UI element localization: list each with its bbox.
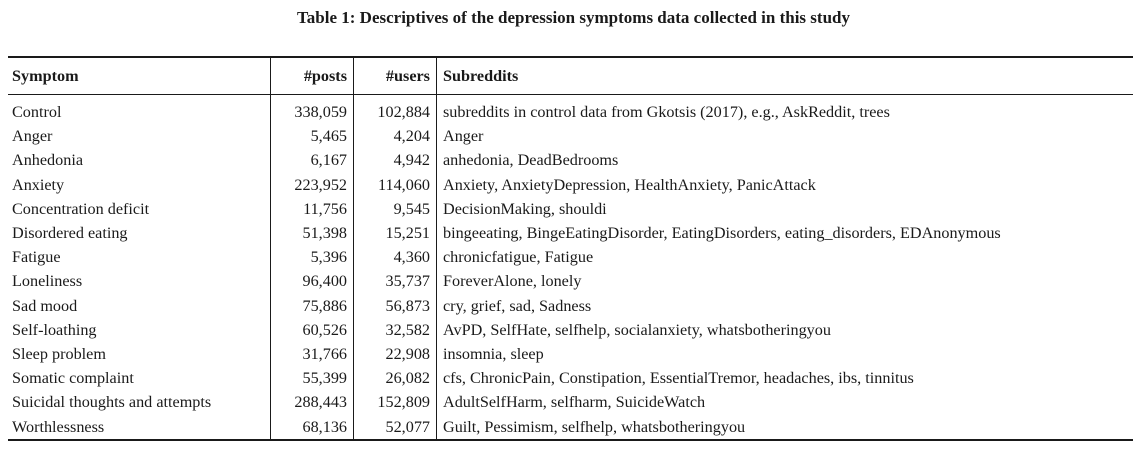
cell-posts: 11,756 <box>270 196 354 221</box>
table-row: Sad mood 75,886 56,873 cry, grief, sad, Sad… <box>8 293 1133 318</box>
header-users: #users <box>353 57 437 95</box>
cell-users: 4,204 <box>353 124 437 149</box>
cell-symptom: Concentration deficit <box>12 199 150 218</box>
cell-posts: 288,443 <box>270 390 354 415</box>
cell-users: 4,942 <box>353 148 437 173</box>
cell-posts: 75,886 <box>270 293 354 318</box>
cell-symptom: Anhedonia <box>12 151 84 170</box>
cell-symptom: Control <box>12 103 62 122</box>
table-body: Control 338,059 102,884 subreddits in contr… <box>8 94 1133 440</box>
cell-subreddits: AdultSelfHarm, selfharm, SuicideWatch <box>436 390 1133 415</box>
cell-symptom: Fatigue <box>12 248 61 267</box>
cell-posts: 68,136 <box>270 414 354 440</box>
header-posts: #posts <box>270 57 354 95</box>
cell-users: 102,884 <box>353 94 437 125</box>
cell-posts: 338,059 <box>270 94 354 125</box>
cell-subreddits: ForeverAlone, lonely <box>436 269 1133 294</box>
cell-posts: 60,526 <box>270 317 354 342</box>
cell-users: 114,060 <box>353 172 437 197</box>
cell-subreddits: bingeeating, BingeEatingDisorder, Eating… <box>436 220 1133 246</box>
cell-users: 9,545 <box>353 196 437 221</box>
cell-symptom: Anger <box>12 127 53 146</box>
cell-users: 152,809 <box>353 390 437 415</box>
cell-subreddits: anhedonia, DeadBedrooms <box>436 148 1133 173</box>
cell-subreddits: cfs, ChronicPain, Constipation, Essentia… <box>436 366 1133 391</box>
table-row: Anger 5,465 4,204 Anger <box>8 124 1133 149</box>
header-symptom: Symptom <box>12 66 79 85</box>
cell-symptom: Self-loathing <box>12 320 97 339</box>
cell-symptom: Worthlessness <box>12 417 105 436</box>
cell-subreddits: Guilt, Pessimism, selfhelp, whatsbotheri… <box>436 414 1133 440</box>
cell-symptom: Suicidal thoughts and attempts <box>12 393 212 412</box>
table-caption: Table 1: Descriptives of the depression … <box>297 8 850 27</box>
table-row: Sleep problem 31,766 22,908 insomnia, sleep <box>8 341 1133 367</box>
cell-subreddits: cry, grief, sad, Sadness <box>436 293 1133 318</box>
table-row: Fatigue 5,396 4,360 chronicfatigue, Fatigue <box>8 245 1133 270</box>
cell-subreddits: insomnia, sleep <box>436 341 1133 367</box>
cell-symptom: Sleep problem <box>12 344 106 363</box>
table-row: Control 338,059 102,884 subreddits in contr… <box>8 94 1133 125</box>
table-header: Symptom #posts #users Subreddits <box>8 57 1133 95</box>
header-subreddits: Subreddits <box>436 57 1133 95</box>
descriptives-table: Symptom #posts #users Subreddits Control… <box>8 56 1133 441</box>
table-row: Suicidal thoughts and attempts 288,443 152… <box>8 390 1133 415</box>
cell-subreddits: DecisionMaking, shouldi <box>436 196 1133 221</box>
cell-users: 15,251 <box>353 220 437 246</box>
cell-posts: 51,398 <box>270 220 354 246</box>
table-row: Disordered eating 51,398 15,251 bingeeating… <box>8 220 1133 246</box>
cell-posts: 223,952 <box>270 172 354 197</box>
cell-users: 32,582 <box>353 317 437 342</box>
cell-symptom: Loneliness <box>12 272 83 291</box>
table-row: Self-loathing 60,526 32,582 AvPD, SelfHate,… <box>8 317 1133 342</box>
cell-users: 35,737 <box>353 269 437 294</box>
table-row: Somatic complaint 55,399 26,082 cfs, Chroni… <box>8 366 1133 391</box>
table-row: Worthlessness 68,136 52,077 Guilt, Pessimis… <box>8 414 1133 440</box>
cell-subreddits: AvPD, SelfHate, selfhelp, socialanxiety,… <box>436 317 1133 342</box>
cell-subreddits: chronicfatigue, Fatigue <box>436 245 1133 270</box>
cell-symptom: Sad mood <box>12 296 78 315</box>
header-row: Symptom #posts #users Subreddits <box>8 57 1133 95</box>
cell-posts: 31,766 <box>270 341 354 367</box>
cell-users: 22,908 <box>353 341 437 367</box>
cell-posts: 55,399 <box>270 366 354 391</box>
cell-subreddits: subreddits in control data from Gkotsis … <box>436 94 1133 125</box>
cell-symptom: Anxiety <box>12 175 65 194</box>
table-row: Concentration deficit 11,756 9,545 Decision… <box>8 196 1133 221</box>
cell-users: 26,082 <box>353 366 437 391</box>
cell-users: 4,360 <box>353 245 437 270</box>
cell-symptom: Somatic complaint <box>12 369 134 388</box>
cell-subreddits: Anxiety, AnxietyDepression, HealthAnxiet… <box>436 172 1133 197</box>
cell-posts: 6,167 <box>270 148 354 173</box>
table-row: Loneliness 96,400 35,737 ForeverAlone, lone… <box>8 269 1133 294</box>
cell-symptom: Disordered eating <box>12 224 128 243</box>
cell-posts: 5,396 <box>270 245 354 270</box>
table-row: Anhedonia 6,167 4,942 anhedonia, DeadBedroo… <box>8 148 1133 173</box>
table-row: Anxiety 223,952 114,060 Anxiety, AnxietyDep… <box>8 172 1133 197</box>
cell-posts: 5,465 <box>270 124 354 149</box>
cell-users: 56,873 <box>353 293 437 318</box>
cell-subreddits: Anger <box>436 124 1133 149</box>
cell-users: 52,077 <box>353 414 437 440</box>
cell-posts: 96,400 <box>270 269 354 294</box>
